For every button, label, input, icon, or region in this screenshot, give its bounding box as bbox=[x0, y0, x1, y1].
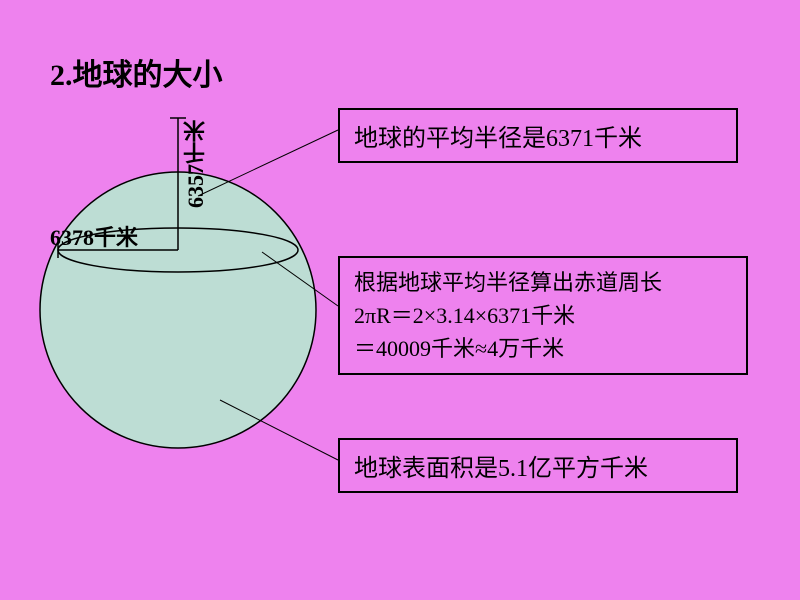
circumference-box: 根据地球平均半径算出赤道周长 2πR＝2×3.14×6371千米 ＝40009千… bbox=[338, 256, 748, 375]
avg-radius-text: 地球的平均半径是6371千米 bbox=[354, 126, 642, 152]
avg-radius-box: 地球的平均半径是6371千米 bbox=[338, 108, 738, 163]
calc-line-3: ＝40009千米≈4万千米 bbox=[354, 332, 732, 365]
surface-area-box: 地球表面积是5.1亿平方千米 bbox=[338, 438, 738, 493]
calc-line-1: 根据地球平均半径算出赤道周长 bbox=[354, 266, 732, 299]
equatorial-radius-label: 6378千米 bbox=[50, 220, 138, 252]
section-title: 2.地球的大小 bbox=[50, 50, 223, 94]
surface-area-text: 地球表面积是5.1亿平方千米 bbox=[354, 456, 648, 482]
calc-line-2: 2πR＝2×3.14×6371千米 bbox=[354, 299, 732, 332]
polar-radius-label: 6357千米 bbox=[180, 120, 212, 208]
